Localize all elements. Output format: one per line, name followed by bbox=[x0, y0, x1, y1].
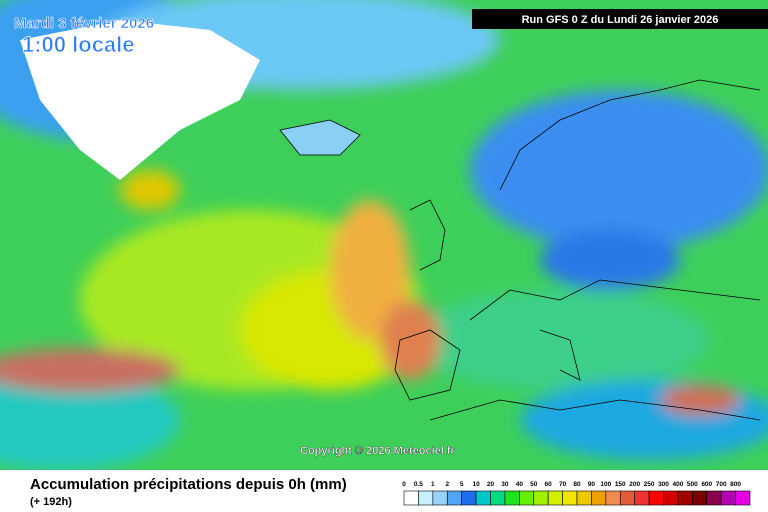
legend-swatch bbox=[692, 490, 708, 506]
legend-label: 70 bbox=[559, 481, 567, 488]
coastlines bbox=[394, 79, 761, 421]
legend-swatch bbox=[735, 490, 751, 506]
legend-label: 700 bbox=[716, 481, 727, 488]
legend-swatch bbox=[432, 490, 448, 506]
legend-label: 0.5 bbox=[414, 481, 423, 488]
legend-swatch bbox=[490, 490, 506, 506]
legend-swatch bbox=[547, 490, 563, 506]
iceland bbox=[279, 119, 361, 156]
copyright: Copyright © 2026 Meteociel.fr bbox=[300, 445, 456, 457]
legend-swatch bbox=[576, 490, 592, 506]
legend-label: 2 bbox=[445, 481, 449, 488]
legend-swatch bbox=[648, 490, 664, 506]
legend: 0 0.5 1 2 5 10 20 30 40 50 60 70 80 90 100 150 200 250 300… bbox=[402, 481, 751, 506]
legend-label: 40 bbox=[516, 481, 524, 488]
legend-swatch bbox=[533, 490, 549, 506]
legend-label: 60 bbox=[545, 481, 553, 488]
legend-swatch bbox=[519, 490, 535, 506]
legend-label: 200 bbox=[629, 481, 640, 488]
precip-fields bbox=[0, 0, 768, 470]
legend-swatch bbox=[677, 490, 693, 506]
legend-swatch bbox=[418, 490, 434, 506]
legend-swatch bbox=[605, 490, 621, 506]
legend-label: 50 bbox=[530, 481, 538, 488]
footer-title: Accumulation précipitations depuis 0h (m… bbox=[30, 476, 347, 493]
date-label: Mardi 3 février 2026 bbox=[14, 15, 154, 32]
legend-label: 800 bbox=[730, 481, 741, 488]
legend-swatch bbox=[475, 490, 491, 506]
legend-swatch bbox=[591, 490, 607, 506]
legend-swatch bbox=[720, 490, 736, 506]
legend-label: 30 bbox=[501, 481, 509, 488]
legend-swatch bbox=[504, 490, 520, 506]
time-label: 1:00 locale bbox=[22, 32, 135, 57]
legend-label: 1 bbox=[431, 481, 435, 488]
greenland bbox=[20, 20, 260, 180]
legend-swatch bbox=[403, 490, 419, 506]
legend-label: 80 bbox=[573, 481, 581, 488]
legend-swatch bbox=[619, 490, 635, 506]
legend-label: 300 bbox=[658, 481, 669, 488]
legend-label: 400 bbox=[672, 481, 683, 488]
legend-label: 250 bbox=[644, 481, 655, 488]
legend-swatch bbox=[663, 490, 679, 506]
legend-swatch bbox=[634, 490, 650, 506]
legend-label: 100 bbox=[600, 481, 611, 488]
legend-label: 5 bbox=[460, 481, 464, 488]
legend-swatch bbox=[562, 490, 578, 506]
legend-label: 10 bbox=[472, 481, 480, 488]
footer-subtitle: (+ 192h) bbox=[30, 496, 72, 508]
legend-label: 0 bbox=[402, 481, 406, 488]
legend-label: 600 bbox=[701, 481, 712, 488]
legend-label: 90 bbox=[588, 481, 596, 488]
run-banner bbox=[472, 9, 768, 29]
legend-swatch bbox=[461, 490, 477, 506]
legend-swatch bbox=[706, 490, 722, 506]
run-label: Run GFS 0 Z du Lundi 26 janvier 2026 bbox=[522, 14, 719, 26]
legend-label: 20 bbox=[487, 481, 495, 488]
legend-label: 500 bbox=[687, 481, 698, 488]
legend-swatch bbox=[446, 490, 462, 506]
legend-label: 150 bbox=[615, 481, 626, 488]
